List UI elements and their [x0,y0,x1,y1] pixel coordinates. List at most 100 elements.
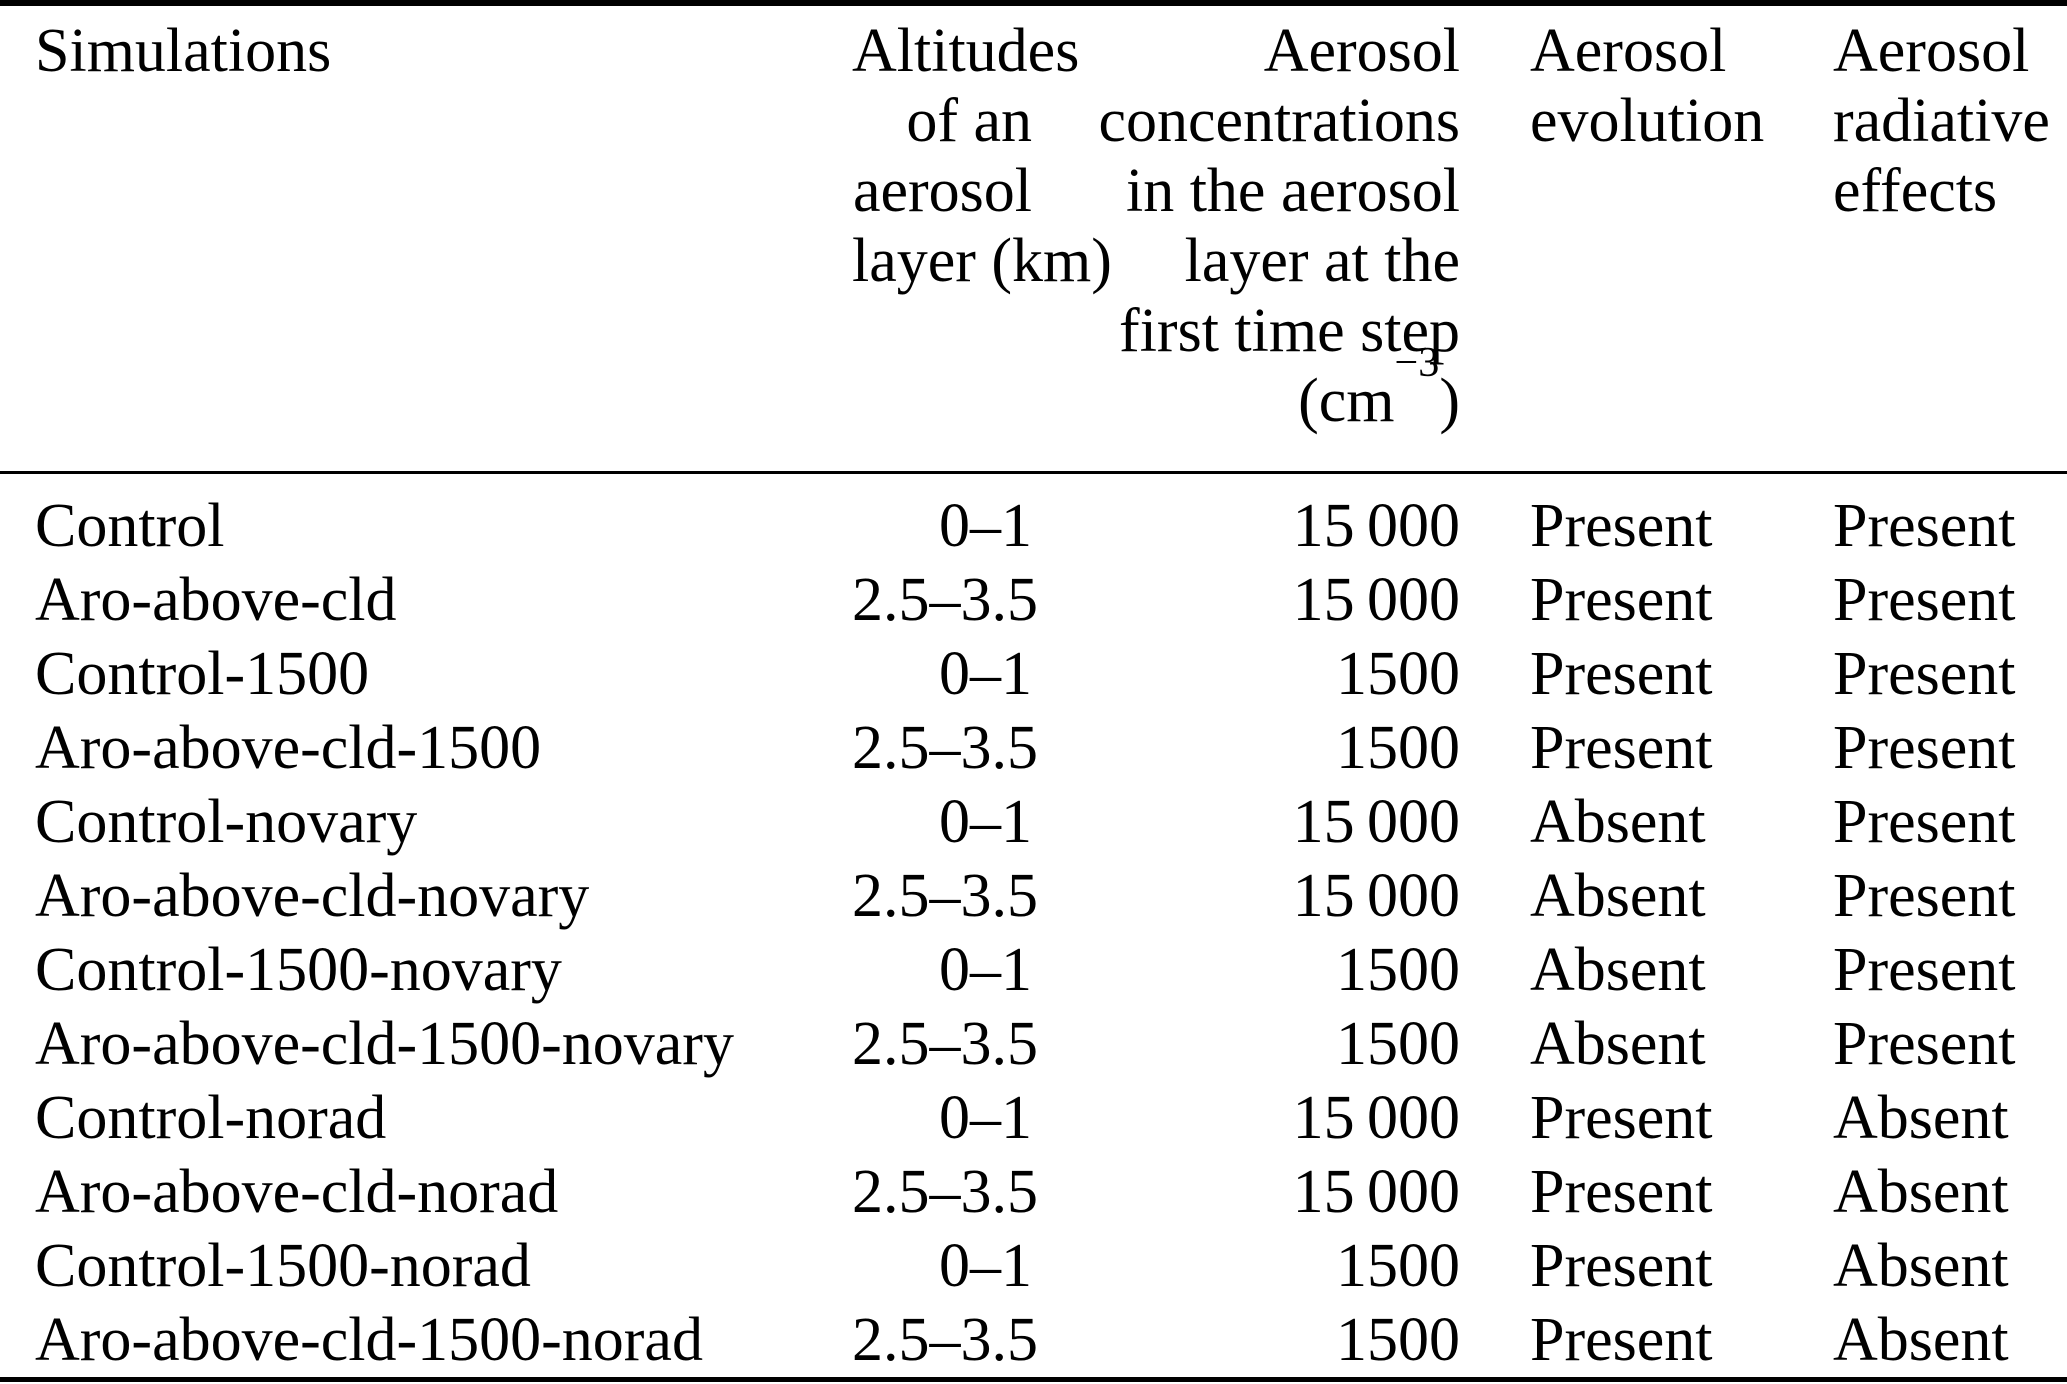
radiative-cell: Absent [1833,1084,2009,1152]
header-line: Aerosol [1530,17,1727,85]
header-line: Aerosol [1263,17,1460,85]
concentration-cell: 1500 [1336,640,1460,708]
table-row: Aro-above-cld-norad 2.5–3.5 15 000 Prese… [0,1155,2067,1229]
concentration-cell: 15 000 [1292,1158,1460,1226]
evolution-cell: Present [1530,1232,1713,1300]
unit-exponent: −3 [1394,339,1440,387]
evolution-cell: Present [1530,1084,1713,1152]
table-row: Control-novary 0–1 15 000 Absent Present [0,785,2067,859]
concentration-cell: 15 000 [1292,788,1460,856]
altitude-cell: 0–1 [939,640,1032,708]
simulation-name-cell: Control-1500 [35,640,370,708]
header-line: effects [1833,157,1998,225]
simulation-name-cell: Aro-above-cld-1500 [35,714,542,782]
concentration-cell: 1500 [1336,714,1460,782]
table-row: Control-1500-norad 0–1 1500 Present Abse… [0,1229,2067,1303]
table-row: Control-1500-novary 0–1 1500 Absent Pres… [0,933,2067,1007]
simulation-name-cell: Control-1500-norad [35,1232,531,1300]
header-line: aerosol [852,157,1032,225]
header-line: concentrations [1098,87,1460,155]
evolution-cell: Absent [1530,862,1706,930]
table-bottom-rule [0,1377,2067,1382]
evolution-cell: Present [1530,640,1713,708]
concentration-cell: 1500 [1336,936,1460,1004]
header-line: first time step [1119,297,1460,365]
altitude-cell: 2.5–3.5 [852,1306,1038,1374]
altitude-cell: 0–1 [939,788,1032,856]
table-header-row: Simulations Altitudes of an aerosol laye… [0,6,2067,471]
evolution-cell: Present [1530,714,1713,782]
simulation-name-cell: Control-1500-novary [35,936,562,1004]
radiative-cell: Present [1833,714,2016,782]
evolution-cell: Absent [1530,1010,1706,1078]
table-row: Aro-above-cld-1500-novary 2.5–3.5 1500 A… [0,1007,2067,1081]
altitude-cell: 0–1 [939,1084,1032,1152]
radiative-cell: Present [1833,492,2016,560]
evolution-cell: Absent [1530,936,1706,1004]
header-line: of an [906,87,1032,155]
radiative-cell: Present [1833,862,2016,930]
unit-suffix: ) [1439,367,1460,435]
simulation-name-cell: Control [35,492,225,560]
column-header-concentrations: Aerosol concentrations in the aerosol la… [1032,16,1460,436]
simulation-name-cell: Aro-above-cld-novary [35,862,590,930]
header-line: layer (km) [852,227,1112,295]
table-row: Aro-above-cld 2.5–3.5 15 000 Present Pre… [0,563,2067,637]
altitude-cell: 0–1 [939,492,1032,560]
radiative-cell: Absent [1833,1306,2009,1374]
altitude-cell: 2.5–3.5 [852,1010,1038,1078]
simulation-name-cell: Control-novary [35,788,418,856]
radiative-cell: Present [1833,936,2016,1004]
header-line: layer at the [1184,227,1460,295]
table-row: Aro-above-cld-1500-norad 2.5–3.5 1500 Pr… [0,1303,2067,1377]
altitude-cell: 0–1 [939,1232,1032,1300]
concentration-cell: 15 000 [1292,1084,1460,1152]
radiative-cell: Present [1833,566,2016,634]
evolution-cell: Absent [1530,788,1706,856]
concentration-cell: 1500 [1336,1010,1460,1078]
table-row: Control 0–1 15 000 Present Present [0,489,2067,563]
altitude-cell: 2.5–3.5 [852,862,1038,930]
header-divider-rule [0,471,2067,474]
column-header-radiative: Aerosol radiative effects [1795,16,2067,436]
simulation-name-cell: Aro-above-cld-1500-norad [35,1306,703,1374]
table-row: Aro-above-cld-1500 2.5–3.5 1500 Present … [0,711,2067,785]
evolution-cell: Present [1530,566,1713,634]
column-header-evolution: Aerosol evolution [1460,16,1795,436]
header-line: Simulations [35,17,332,85]
header-line: Aerosol [1833,17,2030,85]
simulation-name-cell: Aro-above-cld-norad [35,1158,559,1226]
header-unit-line: (cm−3) [1032,342,1460,436]
table-top-rule [0,0,2067,6]
altitude-cell: 2.5–3.5 [852,1158,1038,1226]
evolution-cell: Present [1530,1306,1713,1374]
radiative-cell: Present [1833,1010,2016,1078]
altitude-cell: 0–1 [939,936,1032,1004]
column-header-simulations: Simulations [0,16,852,436]
concentration-cell: 15 000 [1292,566,1460,634]
concentration-cell: 1500 [1336,1232,1460,1300]
radiative-cell: Present [1833,788,2016,856]
altitude-cell: 2.5–3.5 [852,566,1038,634]
column-header-altitudes: Altitudes of an aerosol layer (km) [852,16,1112,436]
radiative-cell: Absent [1833,1232,2009,1300]
header-line: in the aerosol [1125,157,1460,225]
header-line: evolution [1530,87,1765,155]
evolution-cell: Present [1530,492,1713,560]
table-row: Control-norad 0–1 15 000 Present Absent [0,1081,2067,1155]
simulation-name-cell: Aro-above-cld-1500-novary [35,1010,734,1078]
radiative-cell: Present [1833,640,2016,708]
evolution-cell: Present [1530,1158,1713,1226]
radiative-cell: Absent [1833,1158,2009,1226]
altitude-cell: 2.5–3.5 [852,714,1038,782]
simulation-name-cell: Control-norad [35,1084,387,1152]
table-row: Aro-above-cld-novary 2.5–3.5 15 000 Abse… [0,859,2067,933]
concentration-cell: 1500 [1336,1306,1460,1374]
concentration-cell: 15 000 [1292,862,1460,930]
unit-prefix: (cm [1298,367,1395,435]
simulation-name-cell: Aro-above-cld [35,566,397,634]
table-body: Control 0–1 15 000 Present Present Aro-a… [0,474,2067,1377]
header-line: Altitudes [852,17,1080,85]
concentration-cell: 15 000 [1292,492,1460,560]
